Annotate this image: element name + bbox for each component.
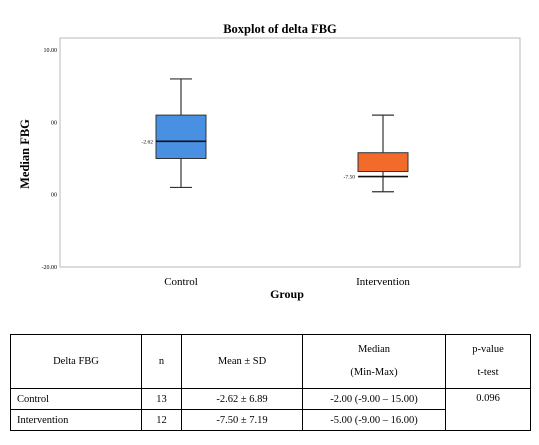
- cell-median-minmax: -5.00 (-9.00 – 16.00): [302, 409, 446, 431]
- header-delta-fbg: Delta FBG: [10, 334, 142, 389]
- header-p-value-label: p-value: [472, 343, 504, 355]
- header-t-test: t-test: [477, 367, 499, 378]
- header-median-minmax: Median (Min-Max): [302, 334, 446, 389]
- cell-n: 13: [141, 388, 182, 410]
- header-median: Median: [357, 343, 391, 355]
- table-header-row: Delta FBG n Mean ± SD Median (Min-Max) p…: [10, 334, 531, 389]
- x-category-label: Control: [164, 276, 198, 288]
- table-row: Intervention 12 -7.50 ± 7.19 -5.00 (-9.0…: [10, 409, 531, 431]
- cell-p-value: 0.096: [445, 388, 531, 431]
- x-category-label: Intervention: [356, 276, 410, 288]
- summary-table: Delta FBG n Mean ± SD Median (Min-Max) p…: [10, 334, 531, 431]
- median-label: -7.50: [344, 175, 356, 181]
- header-mean-sd: Mean ± SD: [181, 334, 303, 389]
- cell-group: Control: [10, 388, 142, 410]
- box-intervention: [357, 152, 409, 173]
- cell-median-minmax: -2.00 (-9.00 – 15.00): [302, 388, 446, 410]
- header-p-value: p-value t-test: [445, 334, 531, 389]
- header-min-max: (Min-Max): [350, 367, 398, 378]
- median-label: -2.62: [142, 139, 154, 145]
- x-axis-label: Group: [270, 287, 304, 301]
- box-group: -2.62 Control: [142, 78, 207, 288]
- y-axis-label: Median FBG: [18, 119, 32, 189]
- table-row: Control 13 -2.62 ± 6.89 -2.00 (-9.00 – 1…: [10, 388, 531, 431]
- chart-title: Boxplot of delta FBG: [223, 22, 337, 36]
- header-n: n: [141, 334, 182, 389]
- y-tick-label: 00: [51, 120, 57, 126]
- y-tick-labels: 10.00 00 00 -20.00: [42, 48, 58, 271]
- cell-mean-sd: -2.62 ± 6.89: [181, 388, 303, 410]
- cell-n: 12: [141, 409, 182, 431]
- boxplot-chart: Boxplot of delta FBG Median FBG Group 10…: [18, 22, 521, 301]
- y-tick-label: -20.00: [42, 265, 58, 271]
- plot-area-frame: [59, 37, 521, 268]
- y-tick-label: 00: [51, 193, 57, 199]
- y-tick-label: 10.00: [44, 48, 58, 54]
- cell-mean-sd: -7.50 ± 7.19: [181, 409, 303, 431]
- boxes-layer: -2.62 Control -7.50 Intervention: [142, 78, 410, 288]
- cell-group: Intervention: [10, 409, 142, 431]
- box-group: -7.50 Intervention: [344, 114, 410, 288]
- box-control: [155, 114, 207, 159]
